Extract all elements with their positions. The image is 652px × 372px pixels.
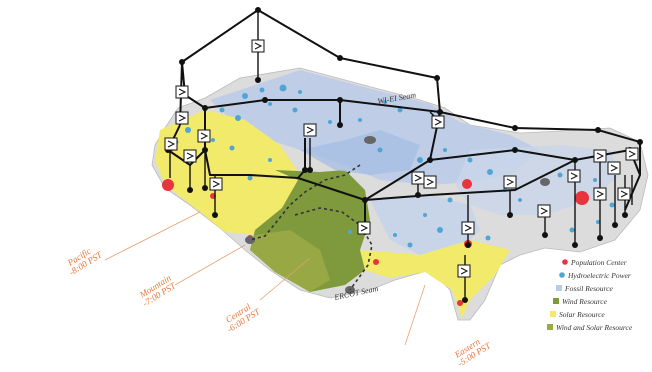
seam-markers — [245, 136, 550, 294]
legend-item-hydro: Hydroelectric Power — [559, 271, 631, 280]
legend-item-wind-solar: Wind and Solar Resource — [547, 323, 633, 332]
legend-label-hydro: Hydroelectric Power — [567, 271, 631, 280]
legend: Population Center Hydroelectric Power Fo… — [547, 258, 633, 332]
converter-icon — [607, 161, 621, 175]
solar-region-southeast — [360, 240, 510, 318]
legend-item-population-center: Population Center — [562, 258, 627, 267]
legend-label-population-center: Population Center — [570, 258, 627, 267]
seam-lines — [249, 164, 373, 291]
converter-icon — [164, 137, 178, 151]
population-center-dot-icon — [562, 259, 568, 265]
grid-stems — [169, 10, 633, 300]
legend-label-solar: Solar Resource — [559, 310, 605, 319]
converter-icon — [423, 175, 437, 189]
legend-label-fossil: Fossil Resource — [564, 284, 614, 293]
legend-item-fossil: Fossil Resource — [556, 284, 614, 293]
converter-icon — [625, 147, 639, 161]
converter-icon — [197, 129, 211, 143]
grid-nodes — [165, 7, 643, 303]
wind-square-icon — [553, 298, 559, 304]
solar-square-icon — [550, 311, 556, 317]
fossil-region-great-lakes — [300, 130, 420, 175]
converter-icon — [503, 175, 517, 189]
converter-stations — [164, 39, 639, 278]
legend-item-wind: Wind Resource — [553, 297, 608, 306]
converter-icon — [357, 221, 371, 235]
converter-icon — [209, 177, 223, 191]
converter-icon — [457, 264, 471, 278]
wind-solar-region — [250, 230, 330, 292]
converter-icon — [183, 149, 197, 163]
converter-icon — [537, 204, 551, 218]
converter-icon — [303, 123, 317, 137]
fossil-region-south — [370, 195, 480, 255]
fossil-square-icon — [556, 285, 562, 291]
converter-icon — [617, 187, 631, 201]
timezone-lines — [104, 211, 426, 346]
hydro-dot-icon — [559, 272, 565, 278]
legend-label-wind-solar: Wind and Solar Resource — [556, 323, 633, 332]
solar-region-west — [155, 110, 300, 235]
converter-icon — [593, 149, 607, 163]
wind-solar-square-icon — [547, 324, 553, 330]
legend-item-solar: Solar Resource — [550, 310, 605, 319]
converter-icon — [175, 85, 189, 99]
converter-icon — [567, 169, 581, 183]
converter-icon — [175, 111, 189, 125]
legend-label-wind: Wind Resource — [562, 297, 608, 306]
converter-icon — [461, 221, 475, 235]
converter-icon — [411, 171, 425, 185]
converter-icon — [431, 115, 445, 129]
converter-icon — [251, 39, 265, 53]
ercot-seam-line — [294, 207, 373, 291]
hydro-dots — [173, 84, 615, 248]
converter-icon — [593, 187, 607, 201]
